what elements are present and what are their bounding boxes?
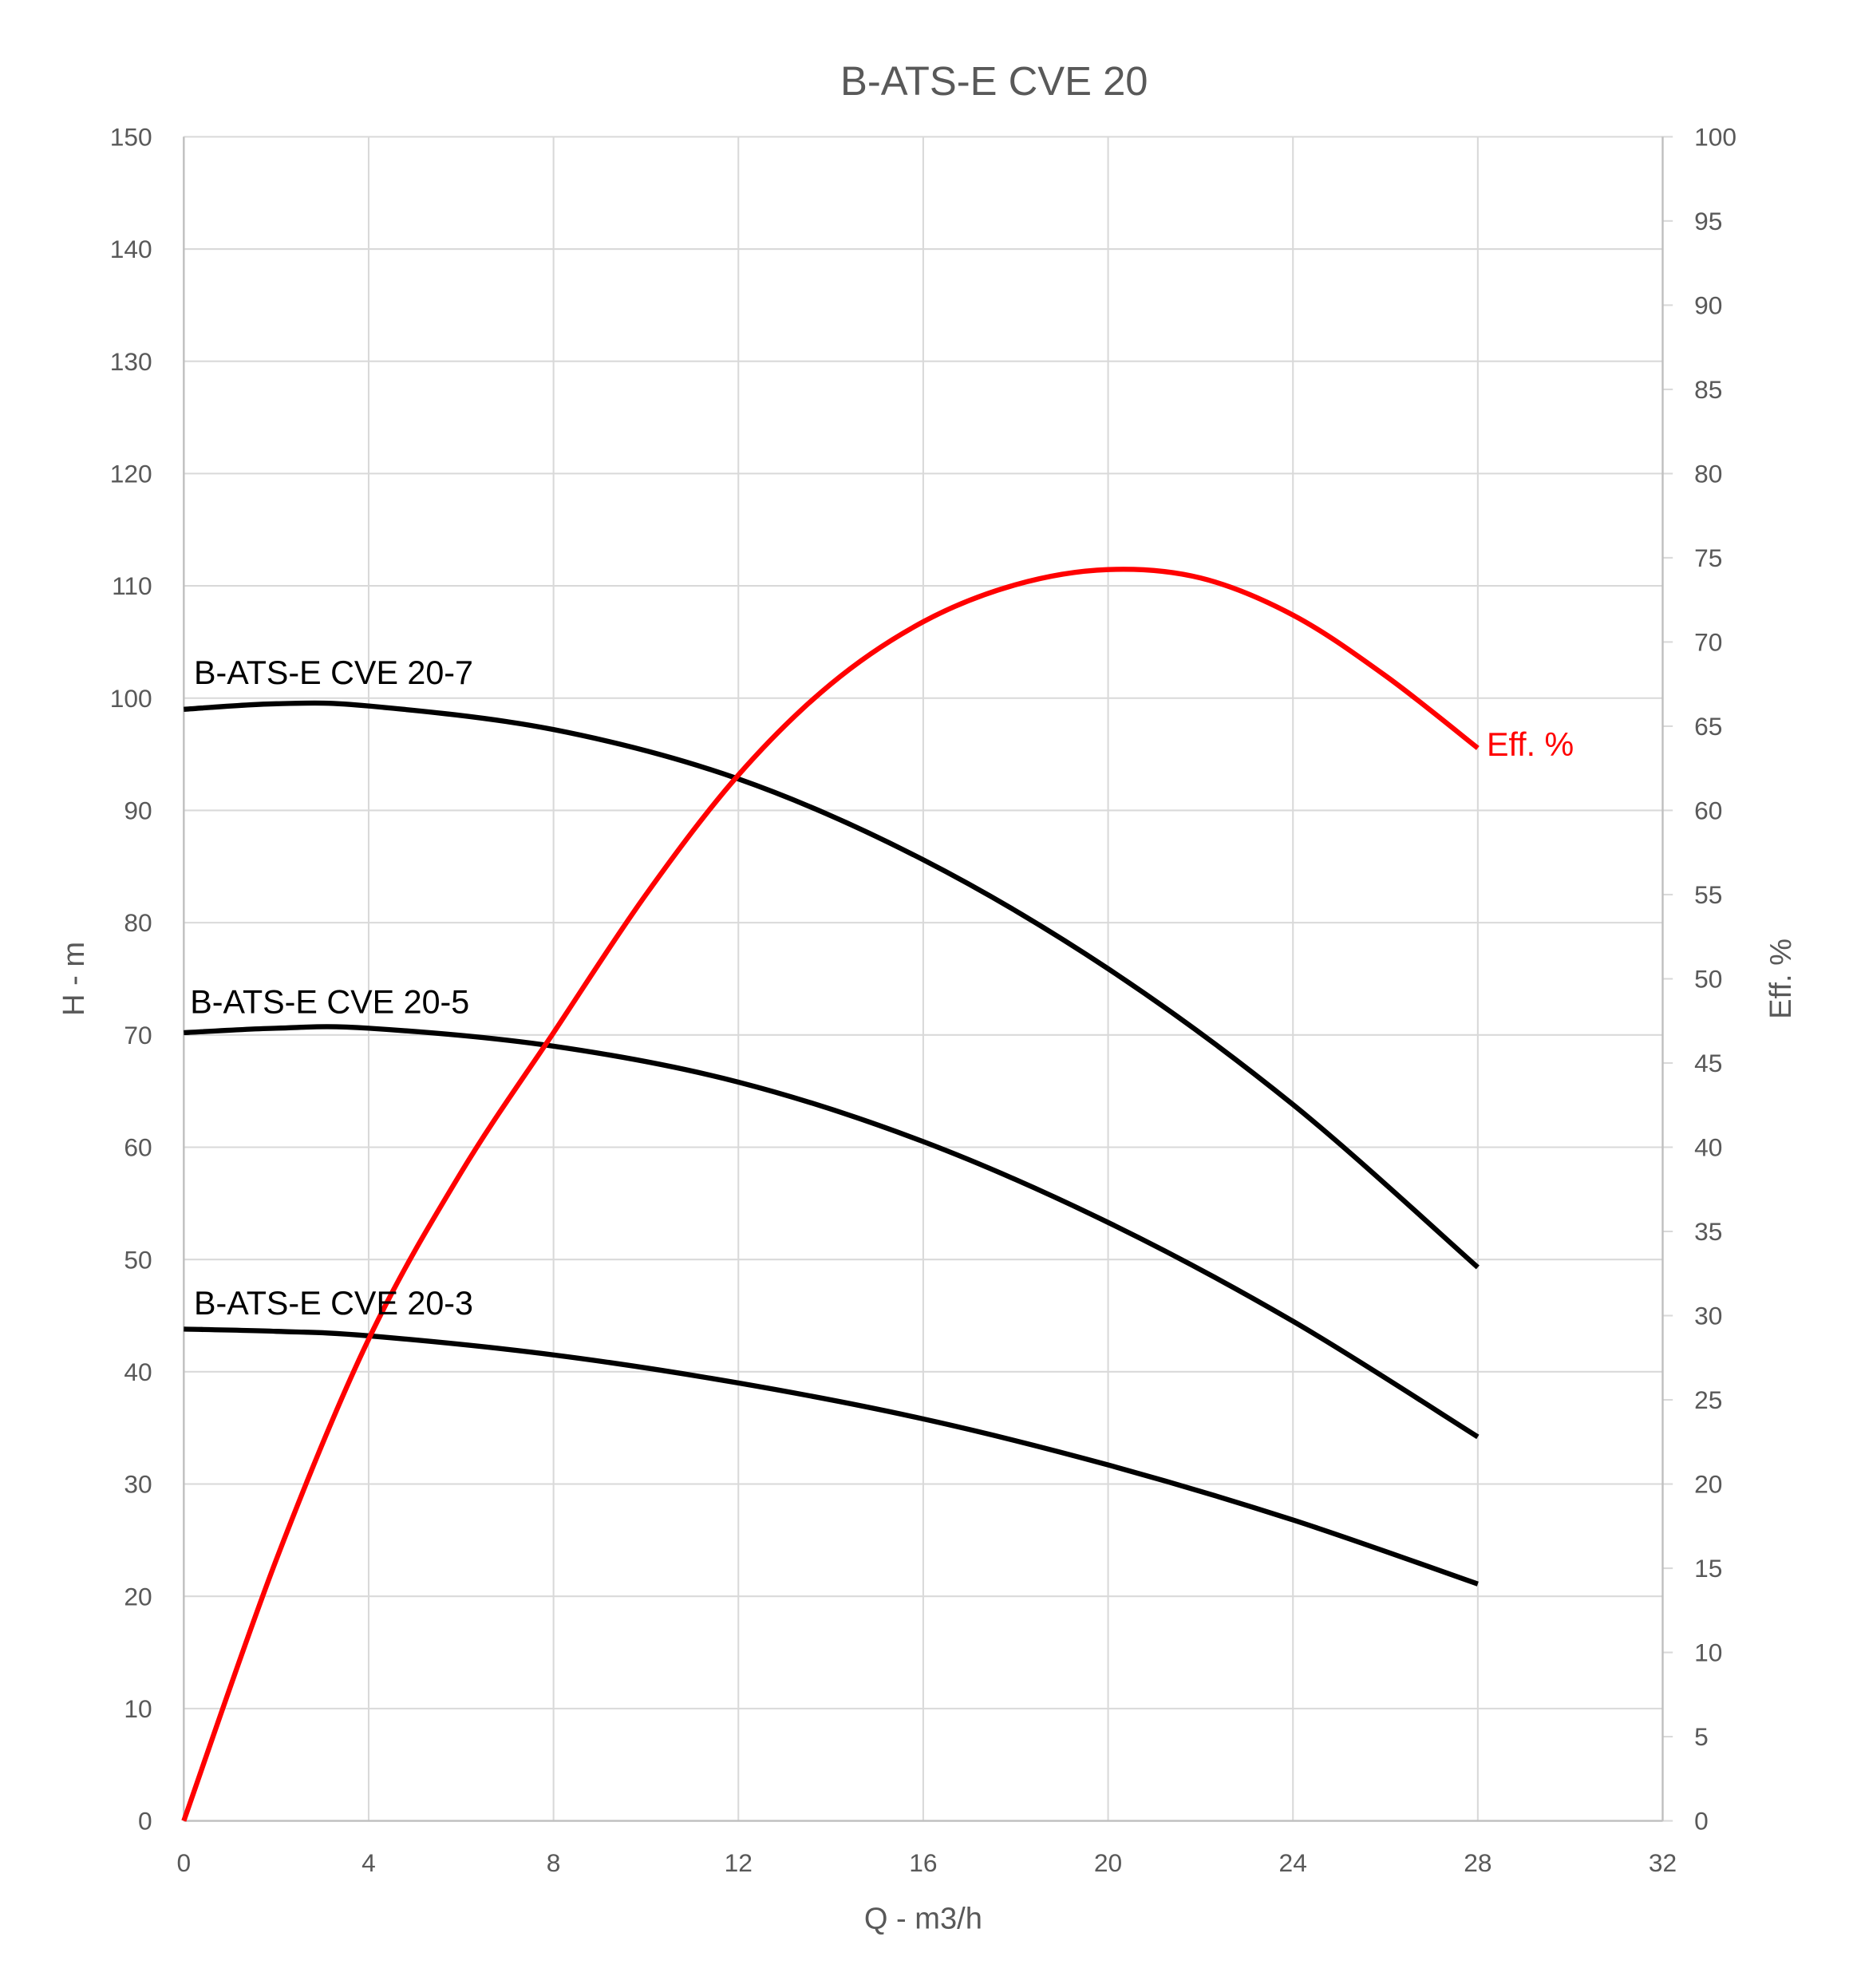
y2-tick-label: 70 (1694, 628, 1722, 657)
series-lines (181, 567, 1480, 1822)
y-tick-label: 150 (110, 122, 152, 151)
x-tick-label: 0 (177, 1848, 192, 1877)
y2-tick-label: 55 (1694, 880, 1722, 909)
x-tick-label: 28 (1464, 1848, 1491, 1877)
y2-tick-label: 75 (1694, 543, 1722, 572)
y-tick-label: 40 (124, 1358, 152, 1386)
y2-tick-label: 0 (1694, 1807, 1709, 1836)
series-line-3 (181, 567, 1480, 1822)
series-label-20-5: B-ATS-E CVE 20-5 (190, 983, 469, 1020)
series-line-1 (184, 1024, 1480, 1440)
x-tick-label: 8 (547, 1848, 561, 1877)
y2-axis-label: Eff. % (1764, 939, 1798, 1019)
x-axis-label: Q - m3/h (864, 1902, 982, 1935)
y2-tick-label: 65 (1694, 712, 1722, 741)
y-tick-label: 80 (124, 908, 152, 937)
y2-tick-label: 10 (1694, 1638, 1722, 1667)
y2-tick-label: 100 (1694, 122, 1736, 151)
y2-tick-label: 5 (1694, 1722, 1709, 1751)
y-tick-label: 20 (124, 1582, 152, 1611)
y2-tick-label: 90 (1694, 290, 1722, 319)
x-tick-label: 20 (1094, 1848, 1122, 1877)
y-tick-label: 30 (124, 1470, 152, 1499)
series-label-eff: Eff. % (1487, 726, 1574, 763)
y2-tick-label: 45 (1694, 1049, 1722, 1077)
series-line-2 (184, 1326, 1479, 1587)
y2-tick-label: 30 (1694, 1302, 1722, 1330)
y2-tick-label: 20 (1694, 1470, 1722, 1499)
y-tick-label: 0 (138, 1807, 152, 1836)
y-tick-label: 90 (124, 796, 152, 825)
y2-tick-label: 50 (1694, 965, 1722, 994)
y2-tick-label: 60 (1694, 796, 1722, 825)
series-label-20-7: B-ATS-E CVE 20-7 (194, 654, 473, 691)
y2-tick-label: 35 (1694, 1217, 1722, 1246)
series-line-0 (184, 700, 1480, 1270)
y-tick-label: 110 (112, 571, 152, 600)
x-tick-label: 12 (725, 1848, 753, 1877)
y-tick-label: 60 (124, 1133, 152, 1162)
y-tick-label: 140 (110, 235, 152, 263)
tick-labels: 0 4 8 12 16 20 24 28 320102030405060708090100110… (110, 122, 1736, 1877)
x-tick-label: 32 (1649, 1848, 1677, 1877)
x-tick-label: 16 (909, 1848, 937, 1877)
y2-tick-label: 40 (1694, 1133, 1722, 1162)
series-label-20-3: B-ATS-E CVE 20-3 (194, 1285, 473, 1322)
y2-tick-label: 15 (1694, 1554, 1722, 1583)
y2-tick-label: 25 (1694, 1385, 1722, 1414)
y-tick-label: 120 (110, 460, 152, 488)
y-tick-label: 10 (124, 1694, 152, 1723)
x-tick-label: 24 (1279, 1848, 1307, 1877)
y-tick-label: 50 (124, 1245, 152, 1274)
y-tick-label: 130 (110, 347, 152, 376)
x-tick-label: 4 (362, 1848, 376, 1877)
y-tick-label: 70 (124, 1021, 152, 1049)
chart-title: B-ATS-E CVE 20 (840, 58, 1148, 104)
y2-tick-label: 95 (1694, 207, 1722, 235)
y2-tick-label: 80 (1694, 460, 1722, 488)
y2-tick-label: 85 (1694, 375, 1722, 404)
y-tick-label: 100 (110, 684, 152, 713)
y-axis-label: H - m (57, 942, 91, 1016)
